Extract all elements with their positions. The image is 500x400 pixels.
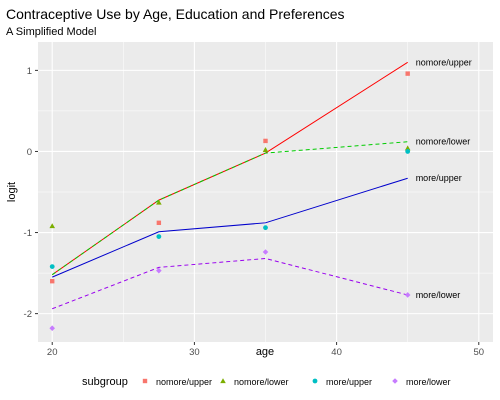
legend-key <box>312 378 318 384</box>
data-point <box>49 325 56 332</box>
series-end-label: nomore/upper <box>416 57 472 67</box>
data-point <box>262 147 269 152</box>
chart-title: Contraceptive Use by Age, Education and … <box>6 6 345 22</box>
y-tick-labels: 1 0 -1 -2 <box>24 66 32 320</box>
data-point <box>156 267 162 274</box>
data-point <box>405 149 411 154</box>
data-point <box>262 249 269 255</box>
data-point <box>404 145 411 151</box>
series-lines <box>51 61 408 310</box>
legend-key <box>392 378 398 384</box>
legend-title: subgroup <box>82 376 128 388</box>
data-point <box>156 234 162 239</box>
x-axis-title: age <box>256 346 274 358</box>
data-point <box>50 278 55 284</box>
x-tick-label: 50 <box>473 347 484 358</box>
series-end-label: more/lower <box>416 290 461 300</box>
legend-items: nomore/upper nomore/lower more/upper more/l… <box>142 377 451 387</box>
x-tick-label: 20 <box>47 347 58 358</box>
y-tick-label: -2 <box>24 309 32 320</box>
axis-ticks <box>35 69 480 345</box>
series-line <box>51 141 408 276</box>
series-end-label: nomore/lower <box>416 137 471 147</box>
legend-key <box>220 378 226 384</box>
y-axis-title: logit <box>6 182 18 202</box>
y-tick-label: 1 <box>27 66 32 77</box>
x-tick-labels: 20 30 40 50 <box>47 347 484 358</box>
x-tick-label: 30 <box>189 347 200 358</box>
series-points <box>49 71 411 332</box>
data-point <box>49 223 56 229</box>
series-line <box>52 177 408 278</box>
x-tick-label: 40 <box>331 347 342 358</box>
legend-label: more/upper <box>326 377 372 387</box>
data-point <box>263 225 268 231</box>
y-tick-label: 0 <box>27 147 32 158</box>
grid-major <box>38 42 493 342</box>
grid-minor <box>38 42 493 342</box>
legend-key <box>142 378 148 384</box>
series-end-label: more/upper <box>416 173 462 183</box>
data-point <box>49 264 55 269</box>
data-point <box>405 71 410 76</box>
data-point <box>263 138 268 144</box>
data-point <box>156 199 162 205</box>
y-tick-label: -1 <box>24 228 32 239</box>
data-point <box>404 292 411 298</box>
series-line <box>52 257 408 310</box>
legend: subgroup nomore/upper nomore/lower more/up… <box>82 376 451 388</box>
legend-label: nomore/upper <box>156 377 212 387</box>
legend-label: nomore/lower <box>234 377 289 387</box>
data-point <box>156 220 162 226</box>
chart-subtitle: A Simplified Model <box>6 26 97 38</box>
series-end-labels: nomore/upper nomore/lower more/upper more/l… <box>416 57 472 300</box>
legend-label: more/lower <box>406 377 451 387</box>
